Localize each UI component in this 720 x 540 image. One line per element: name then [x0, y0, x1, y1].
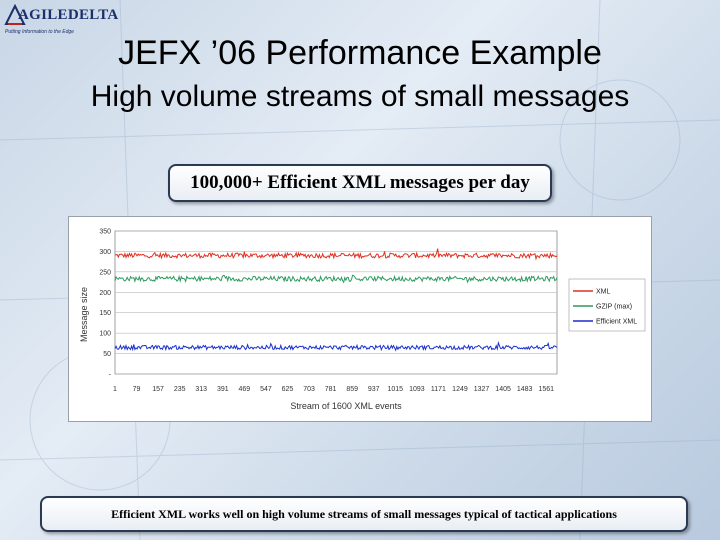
x-tick-label: 703	[303, 386, 315, 393]
x-tick-label: 547	[260, 386, 272, 393]
x-tick-label: 1093	[409, 386, 425, 393]
y-tick-label: 100	[99, 331, 111, 338]
y-tick-label: 150	[99, 310, 111, 317]
legend-label: XML	[596, 289, 611, 296]
y-tick-label: -	[109, 372, 112, 379]
delta-logo-icon	[4, 4, 26, 25]
x-tick-label: 391	[217, 386, 229, 393]
series-line-2	[114, 340, 558, 352]
x-tick-label: 1249	[452, 386, 468, 393]
x-tick-label: 625	[282, 386, 294, 393]
x-tick-label: 1015	[388, 386, 404, 393]
agiledelta-logo: AGILEDELTA Putting Information to the Ed…	[4, 4, 118, 38]
x-tick-label: 1483	[517, 386, 533, 393]
x-tick-label: 79	[133, 386, 141, 393]
series-line-1	[114, 274, 558, 284]
y-tick-label: 50	[103, 351, 111, 358]
chart-panel: 350 300 250 200 150 100 50 -1 79 157 235 313 391 469 5…	[68, 216, 652, 422]
x-tick-label: 859	[346, 386, 358, 393]
line-chart: 350 300 250 200 150 100 50 -1 79 157 235 313 391 469 5…	[79, 229, 646, 411]
slide-subtitle: High volume streams of small messages	[90, 80, 630, 113]
x-tick-label: 1171	[431, 386, 446, 393]
series-line-0	[114, 248, 558, 261]
plot-area	[114, 230, 558, 375]
x-tick-label: 1327	[474, 386, 490, 393]
callout-box: 100,000+ Efficient XML messages per day	[168, 164, 552, 202]
legend-label: GZIP (max)	[596, 304, 632, 311]
y-tick-label: 250	[99, 269, 111, 276]
legend-label: Efficient XML	[596, 319, 637, 326]
y-tick-label: 300	[99, 249, 111, 256]
x-tick-label: 235	[174, 386, 186, 393]
x-tick-label: 1	[113, 386, 117, 393]
slide-title: JEFX ’06 Performance Example	[118, 34, 602, 72]
x-axis-label: Stream of 1600 XML events	[290, 401, 402, 411]
x-tick-label: 937	[368, 386, 380, 393]
footer-caption: Efficient XML works well on high volume …	[40, 496, 688, 532]
legend-box	[568, 278, 646, 332]
x-tick-label: 313	[195, 386, 207, 393]
y-axis-label: Message size	[79, 287, 89, 342]
logo-tagline: Putting Information to the Edge	[5, 29, 74, 35]
y-tick-label: 200	[99, 290, 111, 297]
y-tick-label: 350	[99, 229, 111, 236]
x-tick-label: 781	[325, 386, 337, 393]
logo-wordmark: AGILEDELTA	[18, 7, 119, 23]
x-tick-label: 1405	[495, 386, 511, 393]
x-tick-label: 469	[239, 386, 251, 393]
x-tick-label: 157	[152, 386, 164, 393]
x-tick-label: 1561	[538, 386, 554, 393]
